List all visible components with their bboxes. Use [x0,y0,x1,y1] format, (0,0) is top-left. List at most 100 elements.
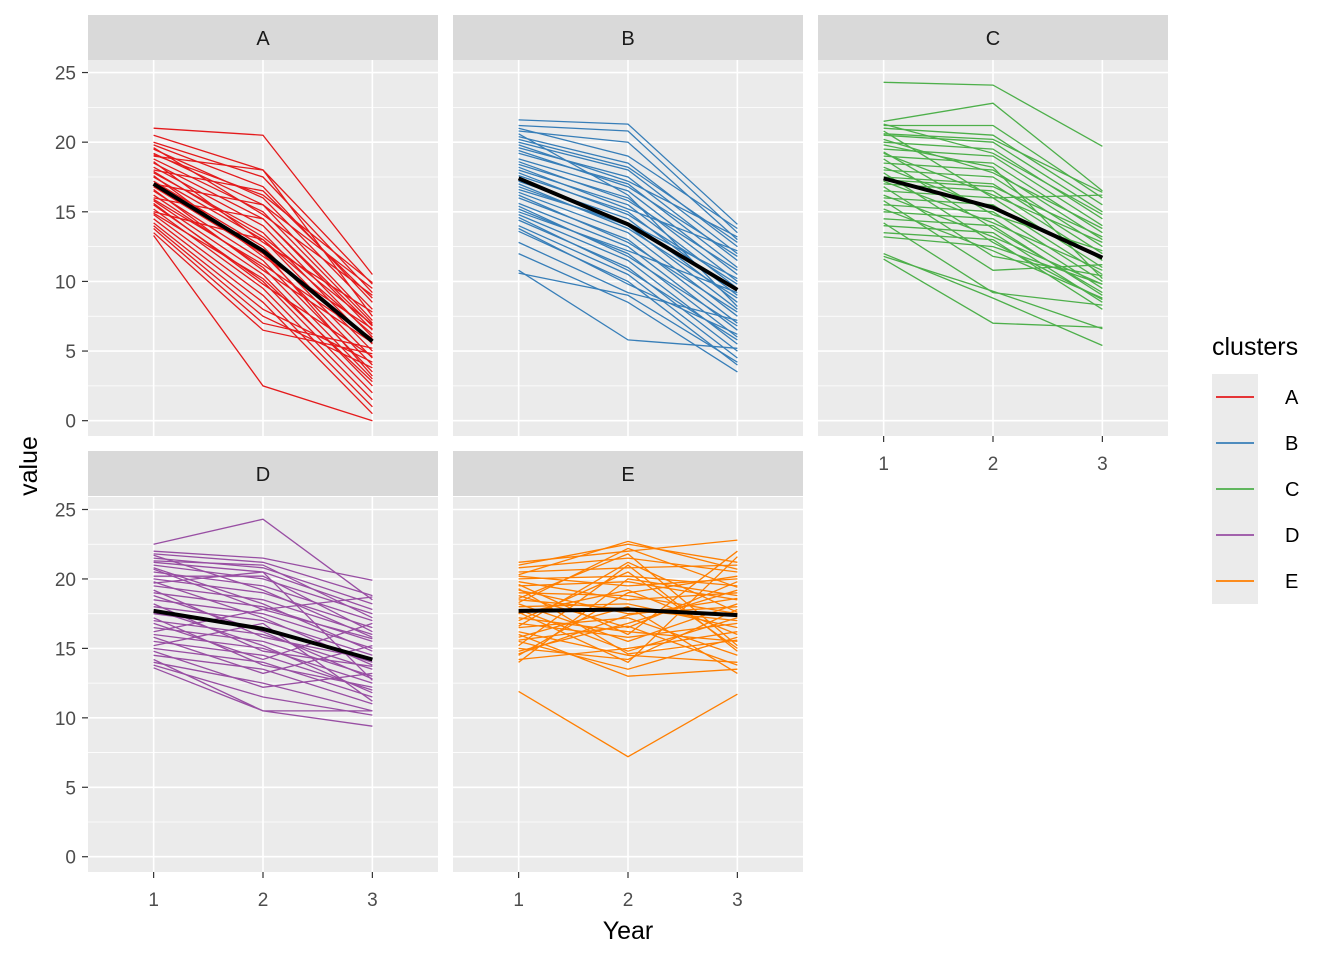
legend-label: E [1285,571,1298,593]
facet-panels: A 0 5 10 15 20 25 B C 1 2 3 D 0 5 10 15 20 25 1 2 3 E 1 2 3 [55,15,1168,911]
series-line [518,230,738,366]
y-tick-label: 10 [55,709,76,730]
y-tick-label: 20 [55,570,76,591]
legend-label: A [1285,387,1299,409]
series-line [518,617,738,656]
series-line [153,575,373,633]
series-line [153,127,373,275]
mean-line [517,176,739,292]
series-line [153,633,373,684]
series-line [153,222,373,363]
legend-title: clusters [1212,333,1298,361]
series-line [518,197,738,324]
series-line [518,269,738,349]
series-line [883,197,1103,276]
series-line [153,647,373,698]
series-line [518,625,738,666]
series-line [883,138,1103,230]
series-line [518,589,738,652]
series-line [518,141,738,255]
mean-line [883,176,1104,260]
series-line [518,631,738,663]
series-line [883,222,1103,306]
series-line [153,594,373,680]
series-line [153,550,373,581]
series-line [153,155,373,317]
series-line [153,664,373,716]
series-line [518,622,738,638]
series-line [518,547,738,604]
series-line [883,81,1103,147]
series-line [153,661,373,712]
facet-panel-d: D 0 5 10 15 20 25 1 2 3 [55,451,438,911]
y-tick-label: 5 [65,778,76,799]
series-line [153,194,373,380]
series-line [518,241,738,322]
x-tick-label: 2 [258,890,269,911]
series-line [153,144,373,303]
series-line [518,219,738,352]
series-line [883,200,1103,271]
legend-label: B [1285,433,1298,455]
x-tick-label: 2 [623,890,634,911]
facet-strip-label: D [256,464,270,486]
series-line [153,578,373,629]
series-line [518,183,738,299]
series-line [883,162,1103,241]
series-line [518,550,738,636]
series-line [883,208,1103,299]
series-line [153,553,373,597]
series-line [153,169,373,299]
series-line [153,148,373,310]
series-line [518,608,738,661]
y-axis-title: value [15,436,43,496]
series-line [883,133,1103,193]
series-line [518,130,738,241]
series-line [518,272,738,363]
series-line [883,204,1103,282]
series-line [518,592,738,615]
x-axis-title: Year [603,917,654,945]
series-line [153,198,373,340]
series-line [883,151,1103,252]
facet-strip [88,15,438,60]
series-line [883,152,1103,243]
legend-label: D [1285,525,1299,547]
series-line [883,211,1103,289]
series-line [883,194,1103,285]
series-line [518,166,738,252]
series-line [153,622,373,702]
x-tick-label: 1 [148,890,159,911]
x-tick-label: 3 [1097,454,1108,475]
series-line [518,690,738,758]
series-line [883,180,1103,271]
series-line [518,225,738,359]
series-line [518,540,738,576]
series-line [883,124,1103,199]
series-line [518,557,738,573]
series-line [153,154,373,284]
series-line [518,575,738,587]
series-line [153,619,373,670]
y-tick-label: 0 [65,848,76,869]
series-line [153,200,373,387]
facet-strip [453,15,803,60]
series-line [883,134,1103,213]
series-line [153,175,373,330]
facet-panel-c: C 1 2 3 [818,15,1168,475]
series-line [153,212,373,383]
series-line [518,208,738,338]
series-line [153,202,373,358]
series-line [518,556,738,664]
series-line [883,258,1103,329]
series-line [518,543,738,566]
series-line [153,589,373,661]
series-line [518,589,738,636]
facet-strip [88,451,438,496]
y-tick-label: 20 [55,133,76,154]
series-line [153,166,373,338]
series-line [518,253,738,373]
series-line [518,605,738,674]
x-tick-label: 1 [878,454,889,475]
series-line [153,592,373,643]
